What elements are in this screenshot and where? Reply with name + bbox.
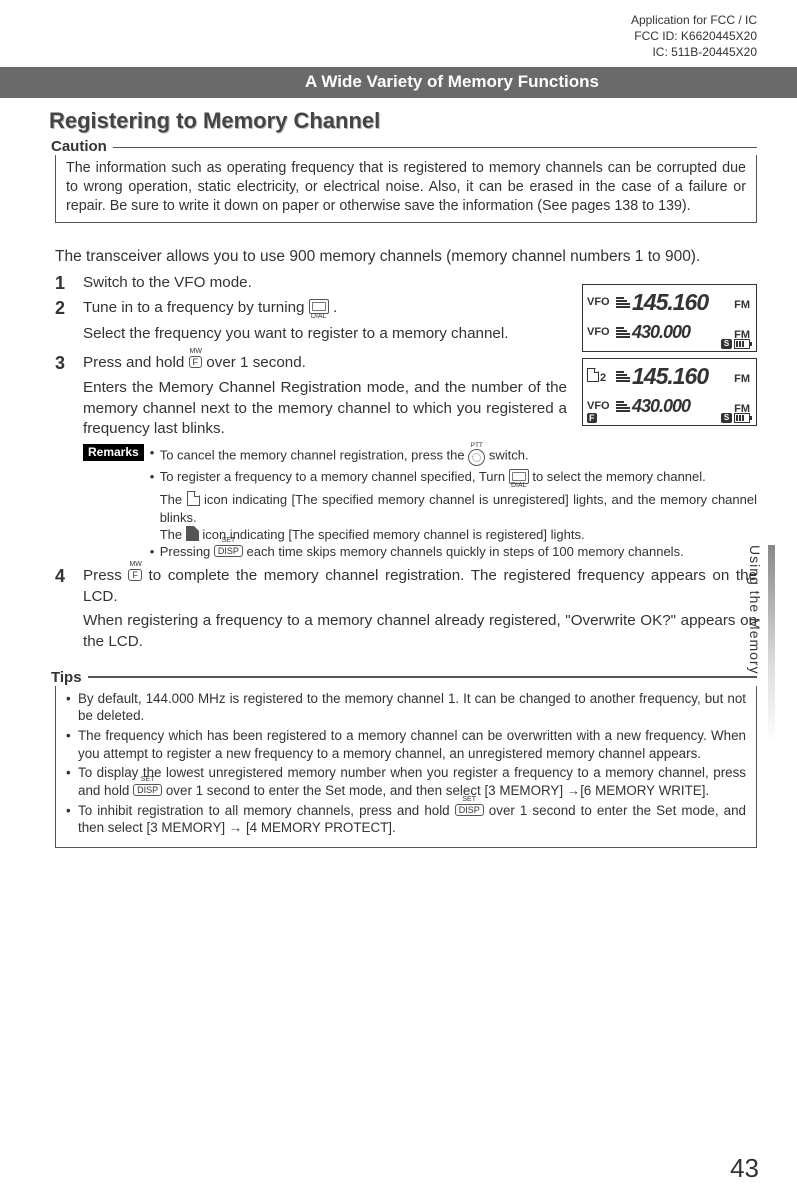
step-number: 3 [55, 353, 83, 562]
header-line: IC: 511B-20445X20 [55, 44, 757, 60]
lcd-status-icons: S [721, 413, 750, 423]
step-number: 4 [55, 566, 83, 657]
tip-text: By default, 144.000 MHz is registered to… [78, 690, 746, 725]
disp-key-icon: DISP [133, 784, 162, 796]
step-text: Enters the Memory Channel Registration m… [83, 378, 567, 440]
dial-label: DIAL [309, 313, 329, 320]
tips-label: Tips [51, 669, 82, 686]
remarks-block: Remarks • To cancel the memory channel r… [83, 444, 757, 562]
disp-key-icon: DISP [214, 545, 243, 557]
battery-icon [734, 339, 750, 349]
page-number: 43 [730, 1153, 759, 1184]
lcd-mem-label: 2 [587, 368, 615, 384]
section-bar: A Wide Variety of Memory Functions [0, 67, 797, 98]
step-text: . [333, 299, 337, 316]
step-number: 2 [55, 298, 83, 349]
caution-block: Caution The information such as operatin… [55, 138, 757, 223]
step-text: to complete the memory channel registrat… [83, 567, 757, 605]
lcd-display-1: VFO 145.160 VFO 430.000 FM FM S [582, 284, 757, 352]
dial-key-icon: DIAL [309, 299, 329, 320]
header-line: FCC ID: K6620445X20 [55, 28, 757, 44]
f-key-icon: F [189, 356, 203, 368]
lead-paragraph: The transceiver allows you to use 900 me… [55, 247, 757, 268]
step-4: 4 Press F to complete the memory channel… [55, 566, 757, 657]
lcd-fm-label: FM [734, 299, 750, 311]
remark-text: The [160, 527, 186, 542]
caution-heading: Caution [51, 138, 757, 155]
caution-label: Caution [51, 138, 107, 155]
signal-bars-icon [616, 297, 630, 308]
step-text: Press and hold [83, 354, 189, 371]
remark-text: switch. [489, 447, 529, 462]
f-key-icon: F [128, 569, 142, 581]
step-text: Tune in to a frequency by turning [83, 299, 309, 316]
step-text: Select the frequency you want to registe… [83, 324, 567, 345]
tip-text: over 1 second to enter the Set mode, and… [166, 783, 709, 798]
page-title: Registering to Memory Channel [49, 108, 757, 134]
tips-box: •By default, 144.000 MHz is registered t… [55, 686, 757, 849]
caution-text: The information such as operating freque… [55, 155, 757, 223]
ptt-key-icon: PTT [468, 444, 485, 467]
divider [88, 676, 757, 678]
lcd-channel-num: 2 [600, 372, 606, 384]
lcd-status-icons: S [721, 339, 750, 349]
registered-icon [186, 526, 199, 541]
step-text: When registering a frequency to a memory… [83, 611, 757, 652]
unregistered-icon [187, 491, 200, 506]
lcd-vfo-label: VFO [587, 327, 615, 338]
remark-text: to select the memory channel. [532, 469, 705, 484]
tip-text: To inhibit registration to all memory ch… [78, 803, 455, 818]
remarks-label: Remarks [83, 444, 144, 461]
disp-key-icon: DISP [455, 804, 484, 816]
signal-bars-icon [616, 371, 630, 382]
lcd-fm-label: FM [734, 373, 750, 385]
remark-text: To cancel the memory channel registratio… [160, 447, 469, 462]
side-tab: Using the Memory [757, 545, 775, 745]
page: Application for FCC / IC FCC ID: K662044… [0, 0, 797, 1202]
remark-text: each time skips memory channels quickly … [247, 544, 684, 559]
battery-icon [734, 413, 750, 423]
lcd-vfo-label: VFO [587, 297, 615, 308]
step-text: Press [83, 567, 128, 584]
remark-text: The [160, 492, 187, 507]
header-line: Application for FCC / IC [55, 12, 757, 28]
s-icon: S [721, 413, 732, 423]
lcd-vfo-label: VFO [587, 401, 615, 412]
remark-text: Pressing [160, 544, 214, 559]
signal-bars-icon [616, 327, 630, 338]
dial-key-icon: DIAL [509, 469, 529, 489]
remark-text: To register a frequency to a memory chan… [160, 469, 509, 484]
tip-text: The frequency which has been registered … [78, 727, 746, 762]
remarks-body: • To cancel the memory channel registrat… [150, 444, 757, 562]
step-body: Press F to complete the memory channel r… [83, 566, 757, 657]
doc-header: Application for FCC / IC FCC ID: K662044… [55, 12, 757, 61]
s-icon: S [721, 339, 732, 349]
remark-text: icon indicating [The specified memory ch… [202, 527, 584, 542]
signal-bars-icon [616, 401, 630, 412]
side-tab-label: Using the Memory [747, 545, 763, 675]
remark-text: icon indicating [The specified memory ch… [160, 492, 757, 524]
step-text: over 1 second. [206, 354, 306, 371]
tips-heading: Tips [51, 669, 757, 686]
step-number: 1 [55, 273, 83, 294]
divider [113, 147, 757, 148]
memory-icon [587, 368, 599, 382]
side-gradient [768, 545, 775, 745]
f-badge-icon: F [587, 413, 597, 423]
lcd-display-2: 2 145.160 VFO 430.000 FM FM F S [582, 358, 757, 426]
